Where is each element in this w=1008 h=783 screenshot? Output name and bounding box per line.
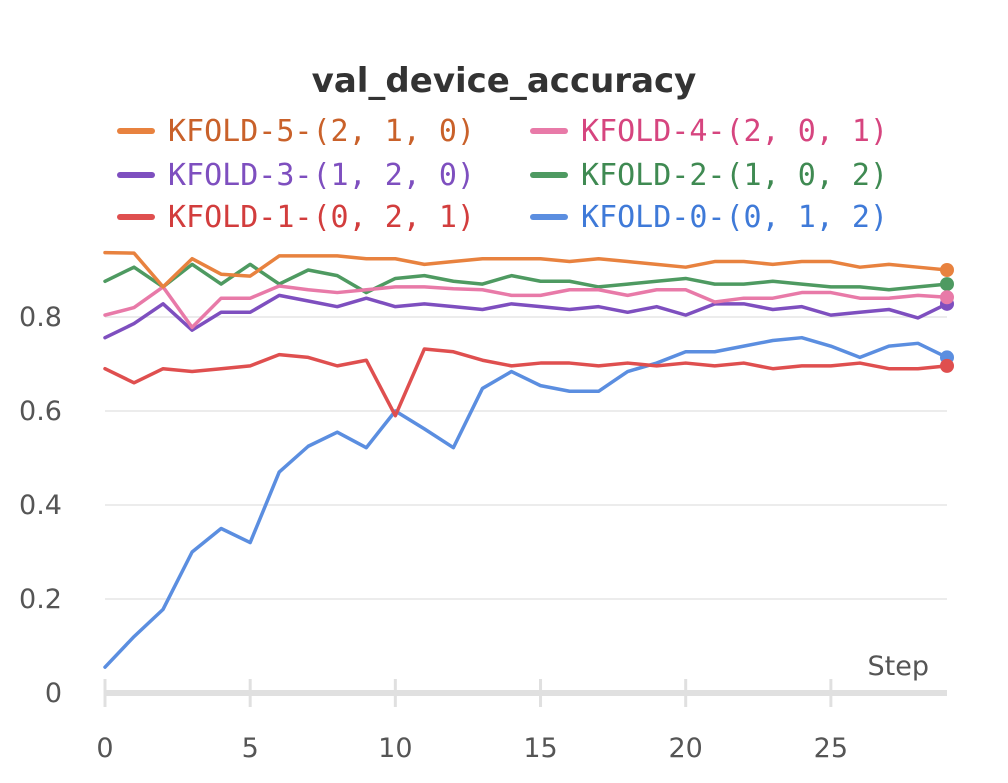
- legend-label: KFOLD-1-(0, 2, 1): [168, 200, 475, 235]
- legend-item[interactable]: KFOLD-3-(1, 2, 0): [117, 158, 475, 193]
- series-line: [103, 250, 949, 289]
- x-tick-label: 5: [242, 733, 259, 764]
- series-line: [103, 293, 949, 340]
- y-axis: 0 0.2 0.4 0.6 0.8: [19, 302, 62, 709]
- legend-item[interactable]: KFOLD-0-(0, 1, 2): [530, 200, 888, 235]
- series-line: [103, 335, 949, 669]
- x-tick-label: 15: [523, 733, 557, 764]
- x-axis: Step 0 5 10 15 20 25: [96, 651, 947, 764]
- x-tick-label: 10: [378, 733, 412, 764]
- legend-item[interactable]: KFOLD-1-(0, 2, 1): [117, 200, 475, 235]
- x-axis-label: Step: [868, 651, 929, 682]
- series-line: [103, 262, 949, 295]
- legend-label: KFOLD-5-(2, 1, 0): [168, 114, 475, 149]
- legend-label: KFOLD-3-(1, 2, 0): [168, 158, 475, 193]
- legend-label: KFOLD-0-(0, 1, 2): [581, 200, 888, 235]
- x-tick-label: 20: [669, 733, 703, 764]
- y-tick-label: 0.6: [19, 396, 62, 427]
- legend-item[interactable]: KFOLD-2-(1, 0, 2): [530, 158, 888, 193]
- y-tick-label: 0.8: [19, 302, 62, 333]
- series-end-point: [940, 277, 954, 292]
- legend-label: KFOLD-2-(1, 0, 2): [581, 158, 888, 193]
- series-line: [103, 347, 949, 418]
- y-tick-label: 0.2: [19, 584, 62, 615]
- x-tick-label: 25: [814, 733, 848, 764]
- legend-label: KFOLD-4-(2, 0, 1): [581, 114, 888, 149]
- y-tick-label: 0: [45, 678, 62, 709]
- series-end-point: [940, 290, 954, 305]
- legend: KFOLD-5-(2, 1, 0) KFOLD-4-(2, 0, 1) KFOLD-…: [117, 114, 888, 235]
- series-line: [103, 284, 949, 330]
- x-tick-label: 0: [96, 733, 113, 764]
- chart-title: val_device_accuracy: [312, 61, 697, 101]
- legend-item[interactable]: KFOLD-5-(2, 1, 0): [117, 114, 475, 149]
- grid: [105, 316, 947, 600]
- series-end-point: [940, 263, 954, 277]
- y-tick-label: 0.4: [19, 490, 62, 521]
- series-end-point: [940, 358, 954, 373]
- legend-item[interactable]: KFOLD-4-(2, 0, 1): [530, 114, 888, 149]
- series-layer: [103, 250, 954, 669]
